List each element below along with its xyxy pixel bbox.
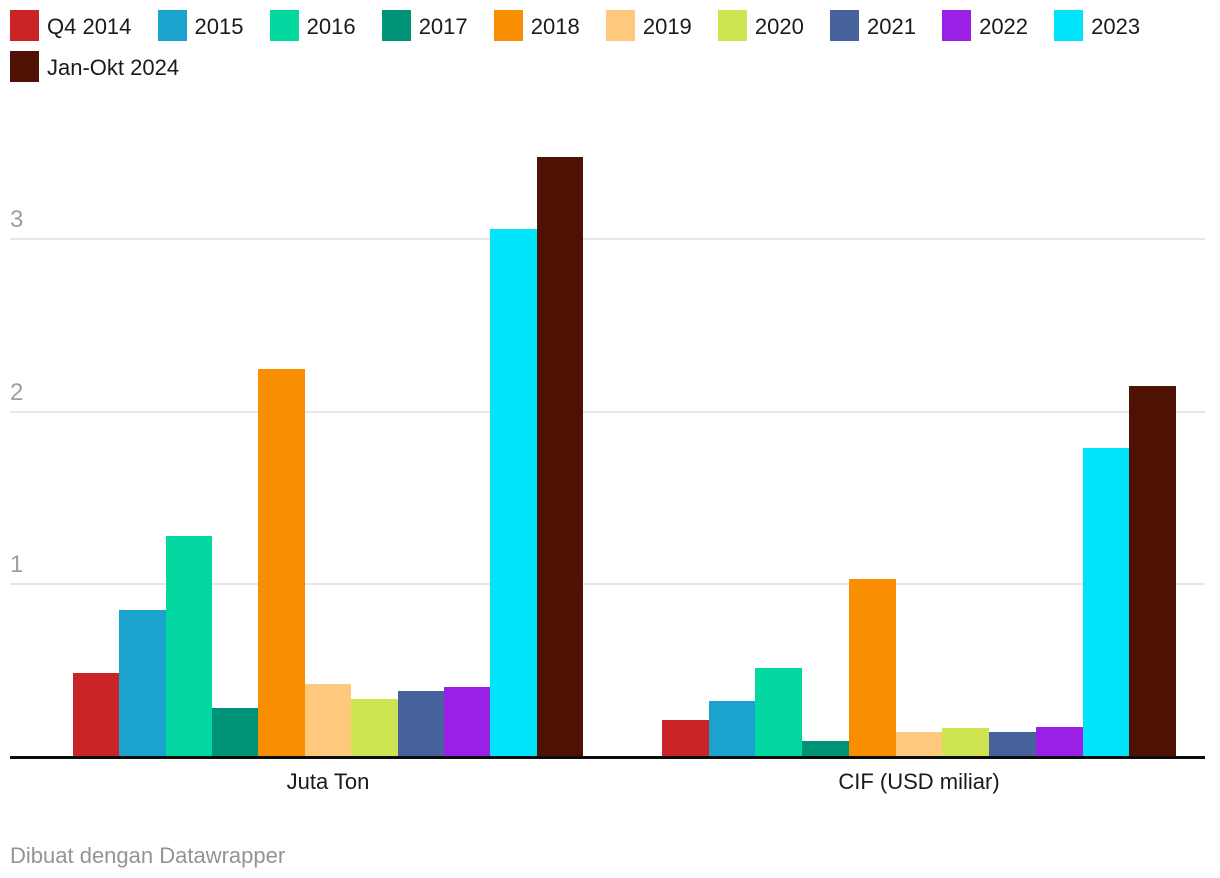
legend-swatch [605, 10, 635, 41]
gridline [10, 410, 1205, 413]
bar-2020 [351, 699, 398, 756]
bar-q4-2014 [662, 720, 709, 756]
legend-item: 2023 [1054, 10, 1140, 41]
gridline [10, 582, 1205, 585]
legend-swatch [493, 10, 523, 41]
bar-2022 [1035, 727, 1083, 756]
legend-item: 2022 [942, 10, 1028, 41]
bar-group-juta-ton [73, 100, 583, 756]
legend-item: 2021 [830, 10, 916, 41]
bar-2021 [989, 732, 1036, 756]
bar-2015 [119, 610, 166, 756]
legend-item: 2016 [269, 10, 356, 41]
legend-item: 2018 [493, 10, 580, 41]
bar-2023 [490, 229, 537, 756]
legend-swatch [942, 10, 972, 41]
legend-swatch [269, 10, 299, 41]
bar-2019 [895, 732, 943, 756]
legend-swatch [157, 10, 187, 41]
legend-swatch [10, 51, 39, 82]
x-axis-labels: Juta Ton CIF (USD miliar) [10, 769, 1205, 799]
bar-2023 [1082, 448, 1130, 756]
bar-group-cif-usd-miliar [662, 100, 1177, 756]
legend-swatch [830, 10, 859, 41]
bar-2017 [212, 708, 259, 756]
legend-item: 2020 [717, 10, 804, 41]
legend-item: 2015 [157, 10, 243, 41]
legend-item: Q4 2014 [10, 10, 131, 41]
legend-item: 2017 [381, 10, 468, 41]
legend-item: Jan-Okt 2024 [10, 51, 180, 82]
legend-swatch [381, 10, 411, 41]
bar-2018 [258, 369, 305, 756]
bar-2016 [165, 536, 213, 756]
y-tick-label: 1 [10, 550, 24, 578]
bar-2016 [755, 668, 803, 756]
legend-swatch [10, 10, 39, 41]
legend-item: 2019 [605, 10, 692, 41]
bar-2019 [304, 684, 352, 756]
bar-2022 [443, 687, 491, 756]
y-tick-label: 2 [10, 378, 24, 406]
bar-jan-okt-2024 [1129, 386, 1177, 756]
bar-2021 [397, 691, 444, 756]
datawrapper-credit: Dibuat dengan Datawrapper [10, 843, 286, 868]
chart-legend: Q4 2014 2015 2016 2017 2018 2019 2020 20… [10, 6, 1210, 88]
gridline [10, 238, 1205, 241]
bar-2015 [708, 701, 756, 756]
bar-jan-okt-2024 [536, 157, 583, 756]
category-label-cif: CIF (USD miliar) [838, 769, 1000, 794]
bar-2020 [942, 728, 990, 756]
bar-2017 [802, 741, 849, 756]
bar-q4-2014 [73, 673, 120, 756]
legend-swatch [717, 10, 747, 41]
bar-2018 [848, 579, 896, 756]
category-label-juta-ton: Juta Ton [286, 769, 370, 794]
plot-area: 1 2 3 [10, 100, 1205, 759]
y-tick-label: 3 [10, 206, 24, 234]
legend-swatch [1054, 10, 1084, 41]
legend-label: Okt 2024 [89, 55, 180, 80]
